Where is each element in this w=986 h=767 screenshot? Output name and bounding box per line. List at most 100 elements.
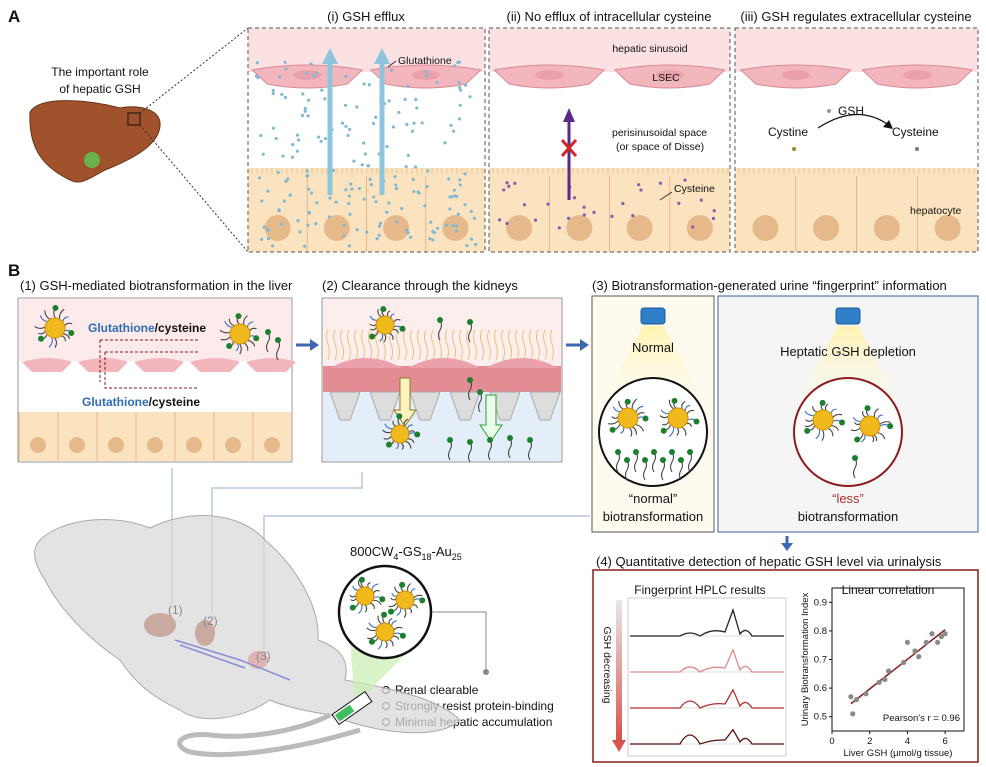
ligand [804, 410, 815, 417]
x-tick-label: 4 [905, 736, 910, 747]
molecule-dot [262, 225, 266, 229]
molecule-dot [307, 98, 311, 102]
dye [642, 415, 649, 422]
nucleus [934, 215, 961, 241]
molecule-dot [631, 213, 635, 218]
dye [385, 441, 392, 448]
molecule-dot [416, 190, 420, 194]
dye [275, 337, 281, 343]
molecule-dot [435, 80, 439, 85]
molecule-dot [369, 182, 373, 187]
injection-cone [350, 640, 420, 705]
molecule-dot [413, 165, 418, 169]
ligand [388, 602, 398, 608]
dye [52, 304, 59, 311]
ligand [384, 423, 393, 430]
molecule-dot [621, 201, 625, 206]
name-part: 4 [393, 552, 398, 562]
ligand [219, 329, 231, 334]
molecule-dot [266, 227, 270, 232]
ligand [350, 597, 357, 602]
molecule-dot [320, 88, 324, 92]
molecule-dot [444, 223, 448, 227]
leader [432, 611, 487, 670]
ligand [393, 626, 403, 631]
gold-core [355, 586, 375, 606]
free-ligand [265, 331, 271, 353]
lsec-nucleus [535, 70, 564, 80]
nucleus [323, 215, 350, 241]
molecule-dot [412, 190, 416, 194]
glycocalyx [487, 329, 491, 361]
molecule-dot [300, 113, 305, 118]
molecule-dot [691, 225, 695, 229]
point [942, 631, 948, 637]
pointer [659, 191, 673, 201]
nanoparticle [607, 398, 649, 437]
x-tick-label: 6 [942, 736, 947, 747]
dye [671, 397, 678, 404]
molecule-dot [286, 177, 290, 181]
reaction-label: Glutathione/cysteine [88, 321, 206, 335]
nucleus [264, 437, 280, 453]
molecule-dot [342, 223, 346, 227]
ligand [383, 436, 392, 440]
molecule-dot [328, 196, 332, 200]
nucleus [186, 437, 202, 453]
molecule-dot [282, 199, 286, 203]
nanoparticle [34, 304, 75, 349]
free-ligand [507, 437, 513, 459]
molecule-dot [347, 201, 351, 206]
dye [660, 427, 667, 434]
ligand [39, 315, 48, 323]
molecule-dot [283, 95, 288, 100]
molecule-dot [451, 224, 455, 228]
y-axis-label: Urinary Biotransformation Index [800, 592, 811, 726]
ligand [64, 322, 73, 327]
basement [323, 366, 561, 392]
point [882, 676, 888, 683]
ligand [805, 419, 814, 422]
ligand [369, 315, 378, 321]
panel-title: (3) Biotransformation-generated urine “f… [592, 278, 947, 293]
lsec-nucleus [655, 70, 684, 80]
ligand [668, 399, 675, 410]
glycocalyx [501, 329, 505, 361]
caption: “normal” [629, 491, 677, 506]
molecule-dot [474, 242, 478, 246]
sinusoid [489, 28, 730, 72]
free-ligand [487, 439, 493, 461]
free-ligand [660, 459, 666, 481]
nanoparticle [366, 611, 406, 650]
ligand [377, 640, 383, 650]
molecule-dot [406, 84, 410, 88]
glycocalyx [368, 329, 372, 361]
zoom-line [139, 124, 249, 253]
free-ligand [669, 451, 675, 473]
molecule-dot [344, 188, 348, 192]
molecule [827, 109, 831, 113]
molecule-dot [256, 76, 260, 80]
reaction-label: Glutathione/cysteine [82, 395, 200, 409]
intro-text: The important role [51, 65, 149, 79]
caption: biotransformation [798, 509, 898, 524]
panel-title: (ii) No efflux of intracellular cysteine [507, 9, 712, 24]
ligand [618, 400, 624, 410]
ligand [368, 622, 378, 629]
molecule-dot [455, 229, 459, 233]
molecule [792, 147, 796, 151]
heading: Heptatic GSH depletion [780, 344, 916, 359]
label: GSH [838, 104, 864, 118]
nanoparticle [804, 399, 846, 441]
molecule-dot [306, 114, 310, 118]
ligand [243, 315, 248, 325]
gold-core [375, 622, 395, 642]
glycocalyx [424, 329, 428, 361]
nucleus [69, 437, 85, 453]
molecule-dot [296, 219, 300, 223]
molecule-dot [387, 201, 391, 205]
ligand [235, 343, 239, 352]
arrow-head [612, 740, 626, 752]
podocyte [369, 391, 401, 421]
